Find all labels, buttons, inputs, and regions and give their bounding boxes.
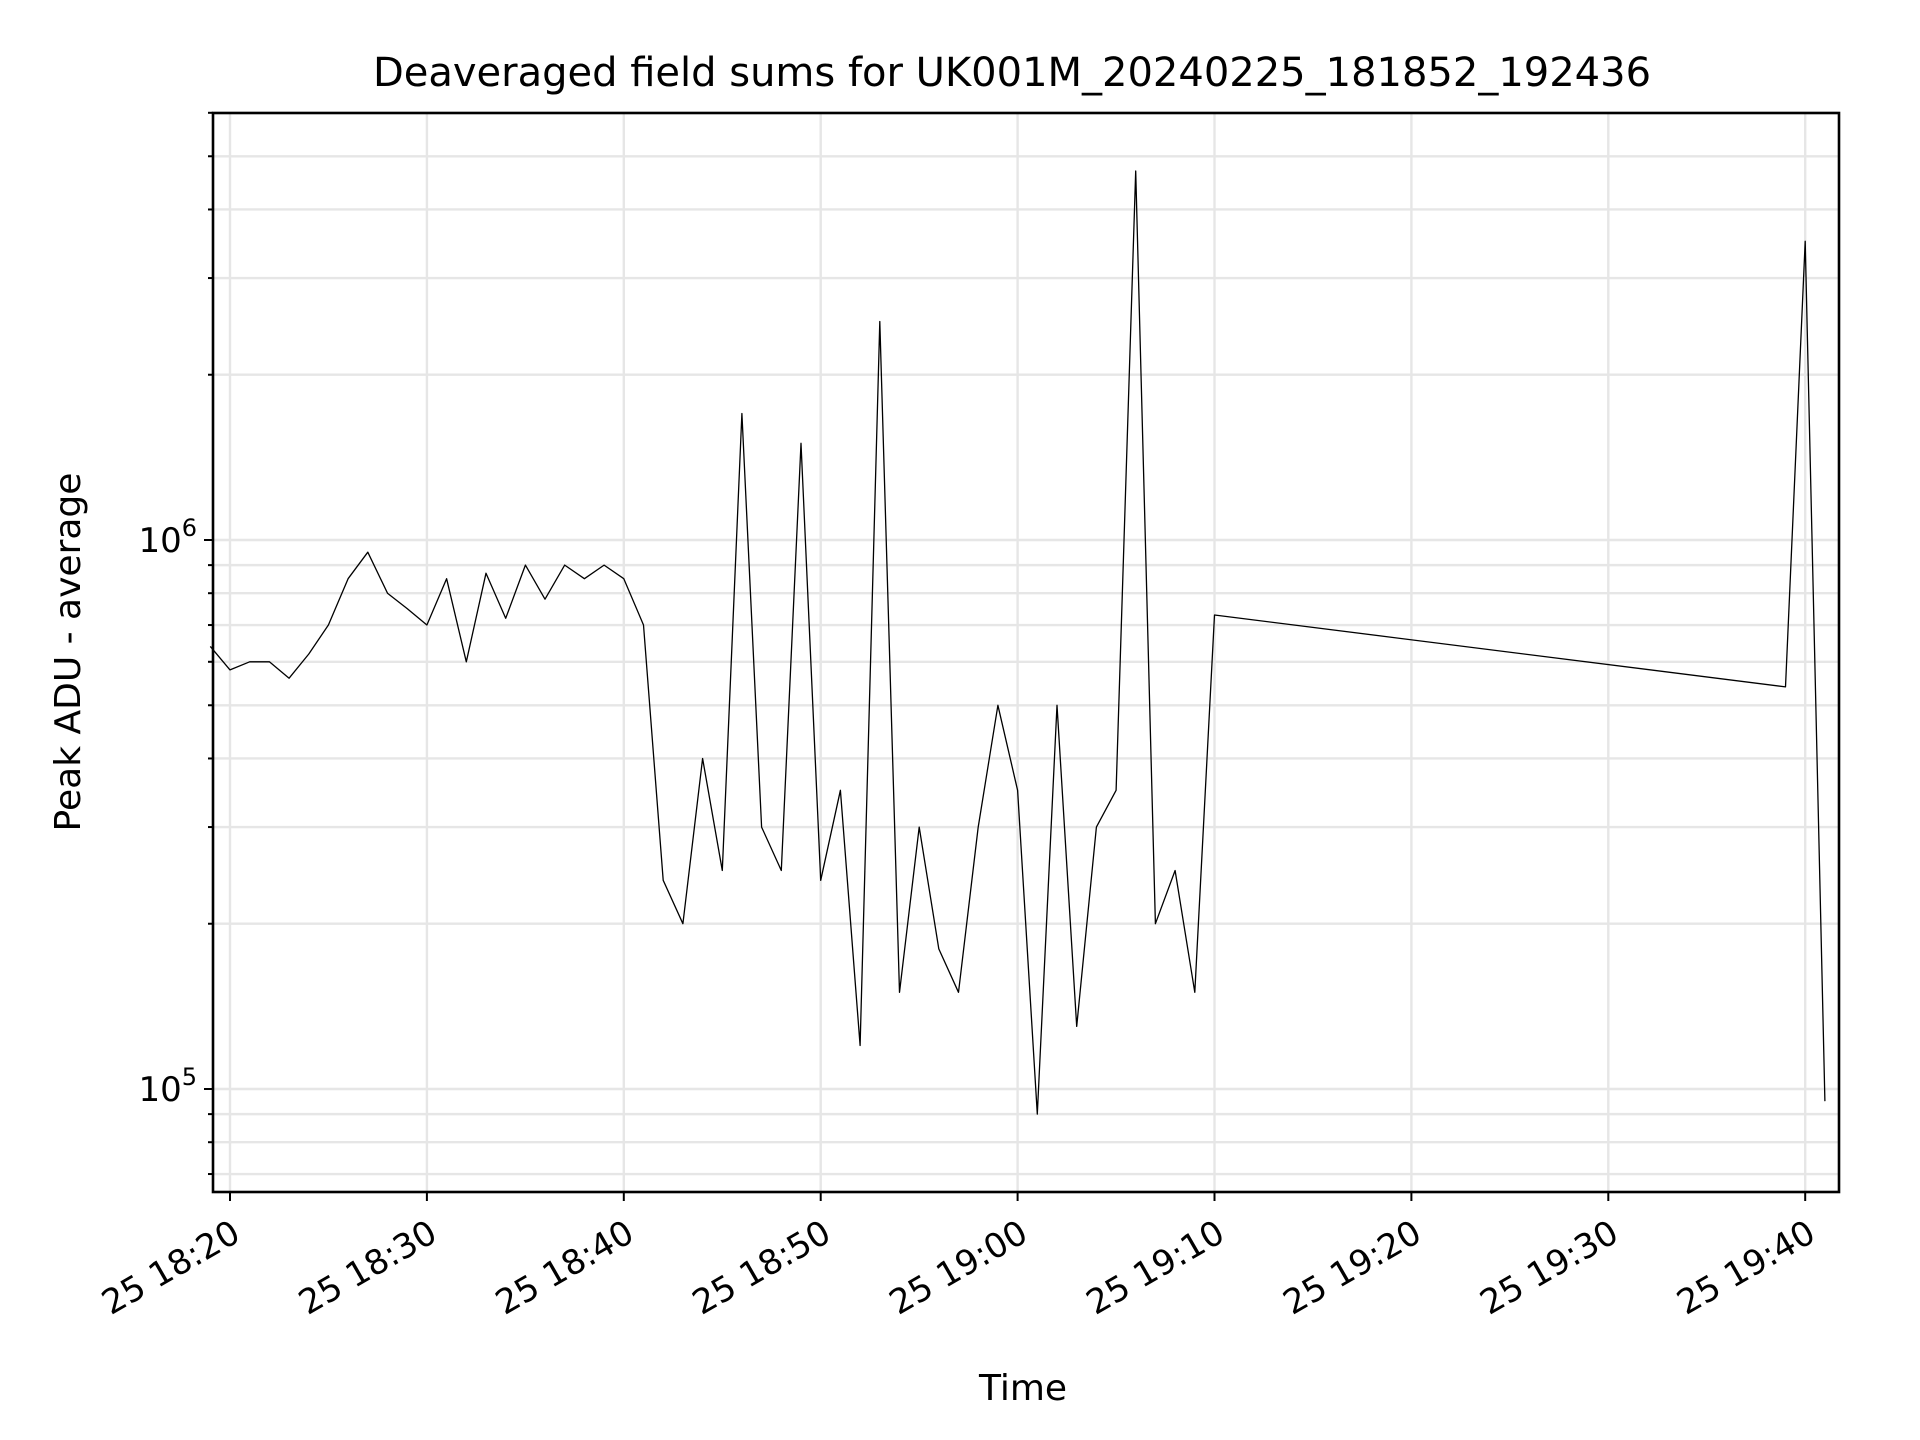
y-tick-exponent: 6 [182,514,197,542]
y-axis-label: Peak ADU - average [48,473,89,832]
series-line [209,170,1826,1115]
x-tick-label: 25 18:20 [95,1213,247,1324]
y-tick-base: 10 [138,1070,181,1110]
y-tick-label: 105 [138,1063,197,1110]
y-tick-base: 10 [138,521,181,561]
grid-lines [213,111,1839,1192]
plot-frame [211,111,1841,1194]
x-axis-label: Time [978,1368,1067,1409]
x-tick-label: 25 19:40 [1670,1213,1822,1324]
x-tick-label: 25 18:40 [489,1213,641,1324]
x-axis: 25 18:20 25 18:30 25 18:40 25 18:50 25 19:00… [95,1192,1822,1323]
x-tick-label: 25 19:20 [1277,1213,1429,1324]
x-tick-label: 25 18:30 [292,1213,444,1324]
x-tick-label: 25 18:50 [686,1213,838,1324]
chart-title: Deaveraged field sums for UK001M_2024022… [373,50,1651,96]
x-tick-label: 25 19:10 [1080,1213,1232,1324]
y-tick-exponent: 5 [182,1063,197,1091]
y-tick-label: 106 [138,514,197,561]
x-tick-label: 25 19:30 [1474,1213,1626,1324]
x-tick-label: 25 19:00 [883,1213,1035,1324]
